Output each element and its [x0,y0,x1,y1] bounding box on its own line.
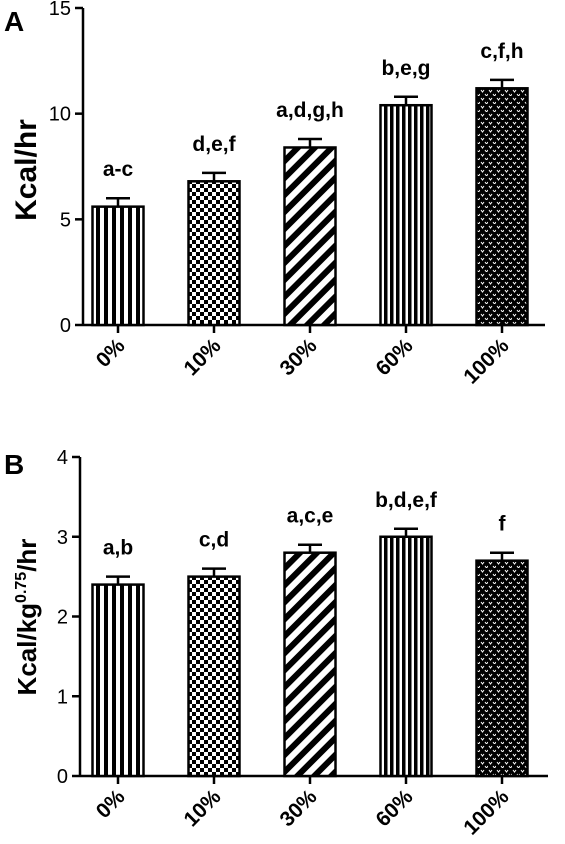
y-axis-label-b: Kcal/kg0.75/hr [12,539,42,696]
panel-b: B Kcal/kg0.75/hr 0 1 2 3 4 a,b 0% c,d 10% a,c,e 30… [4,447,548,840]
x-tick-label: 10% [180,785,226,831]
bar-100pct [475,87,529,327]
x-tick-label: 30% [276,785,322,831]
significance-label: b,d,e,f [375,489,438,512]
x-tick-label: 100% [459,334,513,388]
x-tick-label: 60% [372,334,418,380]
y-tick-label: 0 [60,315,71,337]
bar-60pct [379,103,433,327]
y-tick-label: 10 [49,104,71,126]
y-axis-label-b-tail: /hr [12,539,42,572]
y-axis-label-b-base: Kcal/kg [12,603,42,696]
x-tick-label: 60% [372,785,418,831]
y-tick-label: 2 [57,607,68,629]
significance-label: a,c,e [287,505,334,528]
significance-label: c,d [199,529,229,552]
bar-100pct [475,559,529,778]
plot-area-b: 0 1 2 3 4 a,b 0% c,d 10% a,c,e 30% b,d,e,f 60% f 100% [57,447,548,840]
panel-label-b: B [4,449,24,480]
y-tick-label: 3 [57,527,68,549]
x-tick-label: 10% [180,334,226,380]
y-tick-label: 4 [57,447,68,469]
bar-30pct [283,146,337,327]
x-tick-label: 100% [459,785,513,839]
y-tick-label: 15 [49,0,71,20]
y-axis-label-b-sup: 0.75 [13,572,30,603]
x-tick-label: 0% [92,334,130,372]
y-tick-label: 5 [60,209,71,231]
plot-area-a: 0 5 10 15 a-c 0% d,e,f 10% a,d,g,h 30% b,e,g 60% c,f… [49,0,545,389]
significance-label: f [499,513,507,536]
bar-0pct [91,205,145,327]
x-tick-label: 0% [92,785,130,823]
bar-10pct [187,180,241,327]
y-tick-label: 1 [57,686,68,708]
bar-10pct [187,575,241,778]
panel-label-a: A [4,6,24,37]
significance-label: a,b [103,537,133,560]
significance-label: a,d,g,h [276,99,344,122]
panel-a: A Kcal/hr 0 5 10 15 a-c 0% d,e,f 10% a,d,g,h 30% b… [4,0,545,389]
bar-30pct [283,551,337,778]
significance-label: d,e,f [192,133,236,156]
significance-label: c,f,h [480,40,523,63]
x-tick-label: 30% [276,334,322,380]
bar-60pct [379,535,433,778]
bar-0pct [91,583,145,778]
significance-label: b,e,g [381,57,430,80]
y-tick-label: 0 [57,766,68,788]
significance-label: a-c [103,158,134,181]
y-axis-label-a: Kcal/hr [10,119,43,221]
